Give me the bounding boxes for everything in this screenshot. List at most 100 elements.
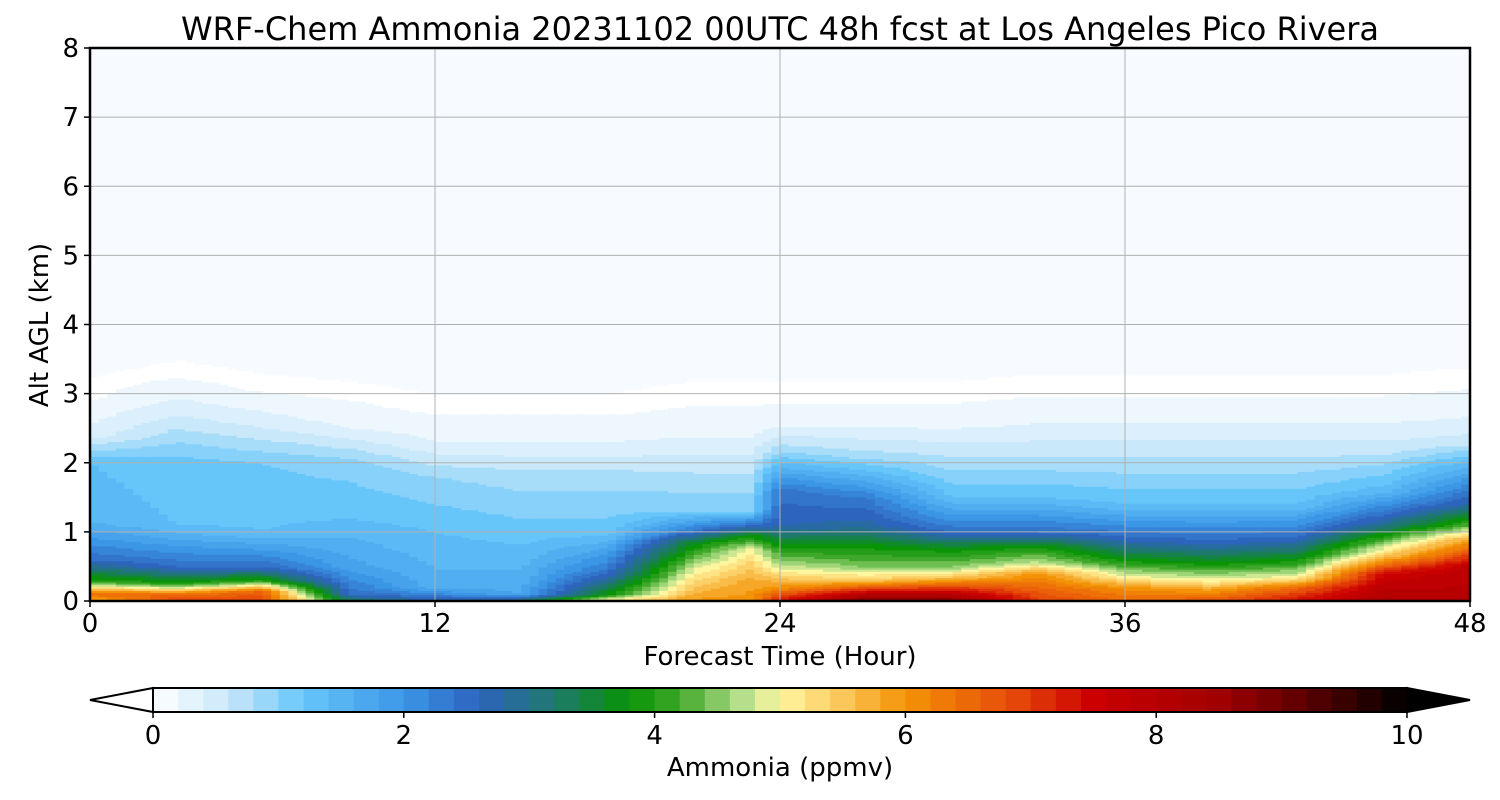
heatmap-cell [771,564,781,568]
heatmap-cell [685,562,695,566]
heatmap-cell [262,588,272,591]
heatmap-cell [322,562,333,566]
heatmap-cell [874,579,885,583]
heatmap-cell [745,571,755,574]
heatmap-cell [512,583,522,587]
heatmap-cell [702,594,712,598]
heatmap-cell [1021,564,1031,568]
heatmap-cell [357,588,367,591]
heatmap-cell [460,560,471,564]
heatmap-cell [1064,564,1074,568]
heatmap-cell [1366,571,1376,574]
heatmap-cell [840,560,850,564]
heatmap-cell [874,562,885,566]
heatmap-cell [581,579,591,583]
heatmap-cell [598,579,609,583]
heatmap-cell [1418,592,1428,596]
heatmap-cell [1159,566,1169,570]
heatmap-cell [1211,588,1221,591]
heatmap-cell [219,583,229,587]
heatmap-cell [1245,592,1255,596]
heatmap-cell [529,579,540,583]
heatmap-cell [926,596,936,600]
heatmap-cell [676,575,686,579]
heatmap-cell [115,571,126,574]
heatmap-cell [452,583,462,587]
heatmap-cell [797,577,807,581]
heatmap-cell [228,583,238,587]
heatmap-cell [1030,590,1040,594]
heatmap-cell [762,583,772,587]
heatmap-cell [1288,564,1299,568]
heatmap-cell [1426,564,1437,568]
heatmap-cell [512,588,522,591]
heatmap-cell [133,566,143,570]
heatmap-cell [1401,583,1411,587]
heatmap-cell [297,575,307,579]
heatmap-cell [1159,569,1169,572]
heatmap-cell [987,571,997,574]
heatmap-cell [331,596,341,600]
heatmap-cell [935,564,945,568]
heatmap-cell [159,560,169,564]
heatmap-cell [1254,583,1264,587]
heatmap-cell [1176,577,1186,581]
heatmap-cell [1142,560,1152,564]
heatmap-cell [124,586,134,589]
heatmap-cell [1176,588,1186,591]
heatmap-cell [1073,560,1083,564]
heatmap-cell [849,596,859,600]
heatmap-cell [1194,575,1204,579]
heatmap-cell [391,590,402,594]
heatmap-cell [1107,575,1117,579]
heatmap-cell [340,566,350,570]
heatmap-cell [262,569,272,572]
heatmap-cell [762,560,772,564]
heatmap-cell [874,586,885,589]
heatmap-cell [745,577,755,581]
heatmap-cell [650,562,660,566]
heatmap-cell [943,581,954,585]
heatmap-cell [1280,592,1290,596]
heatmap-cell [366,560,376,564]
heatmap-cell [141,573,151,577]
heatmap-cell [616,588,626,591]
heatmap-cell [952,588,962,591]
heatmap-cell [1211,586,1221,589]
heatmap-cell [1133,560,1143,564]
heatmap-cell [693,594,703,598]
heatmap-cell [736,590,747,594]
heatmap-cell [754,569,764,572]
heatmap-cell [400,579,410,583]
heatmap-cell [995,577,1005,581]
heatmap-cell [1409,594,1419,598]
heatmap-cell [305,562,315,566]
heatmap-cell [849,569,859,572]
heatmap-cell [366,573,376,577]
heatmap-cell [184,590,195,594]
heatmap-cell [374,590,384,594]
heatmap-cell [245,569,255,572]
heatmap-cell [486,592,496,596]
heatmap-cell [1452,581,1462,585]
heatmap-cell [857,596,867,600]
heatmap-cell [176,586,186,589]
heatmap-cell [598,573,609,577]
heatmap-cell [443,596,453,600]
heatmap-cell [1228,560,1238,564]
heatmap-cell [987,586,997,589]
heatmap-cell [1435,588,1445,591]
heatmap-cell [935,569,945,572]
heatmap-cell [1357,564,1368,568]
heatmap-cell [1392,590,1402,594]
heatmap-cell [780,579,790,583]
heatmap-cell [702,566,712,570]
heatmap-cell [271,579,281,583]
heatmap-cell [348,571,358,574]
heatmap-cell [1288,590,1299,594]
heatmap-cell [1392,575,1402,579]
heatmap-cell [495,564,505,568]
heatmap-cell [814,590,824,594]
heatmap-cell [98,596,108,600]
heatmap-cell [866,594,876,598]
